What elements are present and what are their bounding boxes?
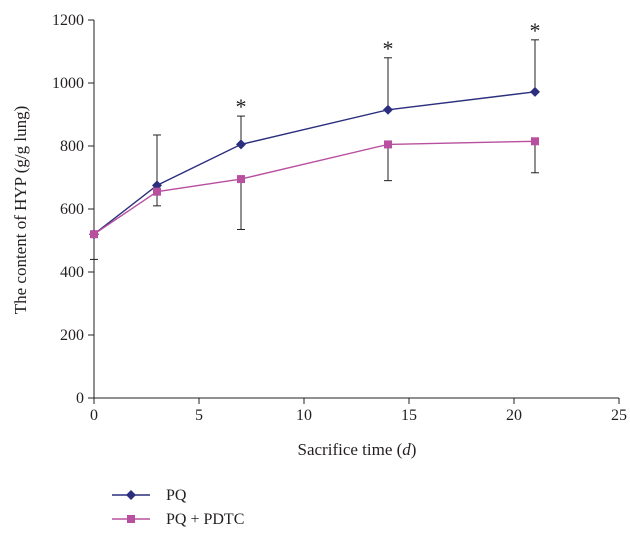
y-axis-title: The content of HYP (g/g lung)	[11, 106, 30, 315]
y-tick-label: 200	[60, 327, 84, 344]
series-line-0	[93, 91, 536, 235]
significance-markers: * * *	[236, 18, 541, 119]
chart-legend: PQ PQ + PDTC	[112, 487, 244, 528]
legend-label-1: PQ + PDTC	[166, 511, 244, 528]
legend-marker-diamond	[126, 490, 136, 500]
x-tick-label: 25	[611, 407, 627, 424]
series-point-square	[153, 187, 161, 196]
error-bars	[90, 39, 539, 260]
y-tick-label: 600	[60, 201, 84, 218]
series-lines	[93, 91, 536, 235]
series-point-diamond	[383, 104, 393, 115]
y-tick-label: 400	[60, 264, 84, 281]
series-markers	[89, 86, 540, 240]
x-tick-label: 10	[296, 407, 312, 424]
series-point-square	[384, 140, 392, 149]
chart-axes	[93, 20, 619, 399]
series-point-square	[237, 175, 245, 184]
significance-star: *	[236, 94, 247, 119]
legend-marker-square	[127, 515, 135, 523]
y-tick-label: 1000	[52, 75, 84, 92]
series-point-diamond	[236, 139, 246, 150]
x-tick-label: 15	[401, 407, 417, 424]
x-tick-label: 20	[506, 407, 522, 424]
chart-ticks: 0 200 400 600 800 1000 1200 0 5 10 15 20 25	[52, 12, 627, 424]
series-point-square	[531, 137, 539, 146]
x-axis-title-var: d	[402, 440, 411, 459]
significance-star: *	[383, 36, 394, 61]
x-axis-title-main: Sacrifice time (	[298, 440, 403, 459]
series-point-square	[90, 230, 98, 239]
y-tick-label: 0	[76, 390, 84, 407]
x-tick-label: 0	[90, 407, 98, 424]
y-tick-label: 1200	[52, 12, 84, 29]
legend-label-0: PQ	[166, 487, 187, 504]
y-tick-label: 800	[60, 138, 84, 155]
x-axis-title: Sacrifice time (d)	[298, 440, 417, 459]
x-axis-title-end: )	[411, 440, 417, 459]
significance-star: *	[530, 18, 541, 43]
x-tick-label: 5	[195, 407, 203, 424]
series-point-diamond	[530, 86, 540, 97]
